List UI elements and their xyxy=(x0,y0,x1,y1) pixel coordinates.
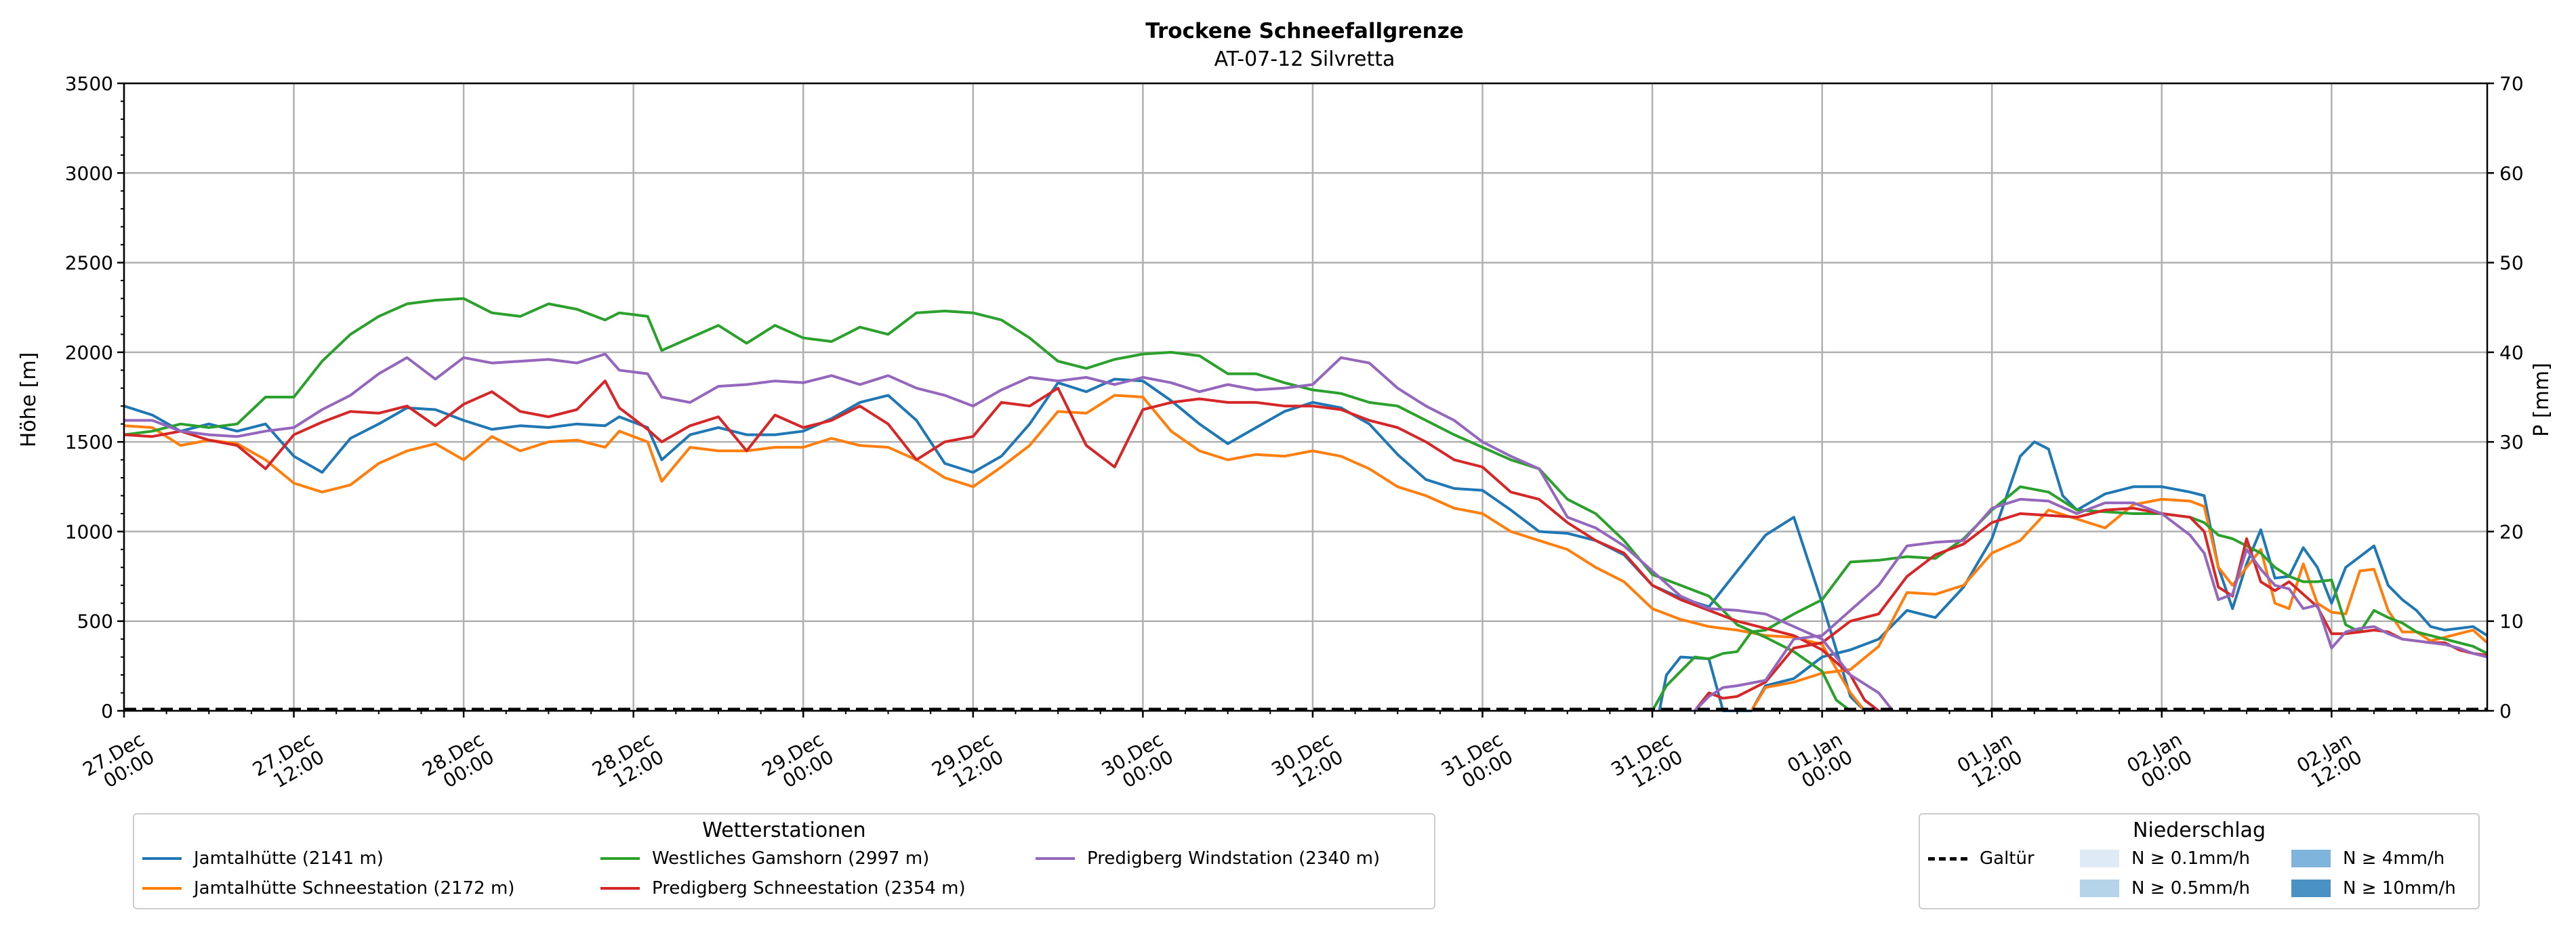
legend-label: N ≥ 10mm/h xyxy=(2343,878,2456,899)
x-tick-label: 28.Dec00:00 xyxy=(419,728,498,798)
series-line xyxy=(1750,497,2489,712)
y2-tick-label: 10 xyxy=(2499,611,2524,633)
y-tick-label: 0 xyxy=(101,700,113,722)
y2-tick-label: 40 xyxy=(2499,342,2524,364)
legend-item: Jamtalhütte (2141 m) xyxy=(142,848,384,869)
series-line xyxy=(123,297,1852,712)
x-tick-label: 27.Dec00:00 xyxy=(79,728,159,798)
x-tick-label: 30.Dec00:00 xyxy=(1098,728,1177,798)
legend-item: N ≥ 0.5mm/h xyxy=(2080,878,2250,899)
y-tick-label: 2500 xyxy=(65,252,113,274)
legend-precip: Niederschlag Galtür N ≥ 0.1mm/h N ≥ 0.5m… xyxy=(1919,813,2480,909)
series-line xyxy=(124,352,1894,712)
legend-label: N ≥ 0.5mm/h xyxy=(2131,878,2251,899)
legend-swatch xyxy=(142,887,182,890)
legend-swatch xyxy=(600,857,640,860)
series-line xyxy=(1694,497,2488,712)
y2-tick-label: 50 xyxy=(2499,252,2524,274)
y2-tick-label: 60 xyxy=(2499,162,2524,184)
legend-swatch xyxy=(2080,880,2119,897)
chart-title: Trockene Schneefallgrenze xyxy=(1145,19,1464,43)
y-tick-label: 2000 xyxy=(65,342,113,364)
legend-item: N ≥ 4mm/h xyxy=(2291,848,2445,869)
legend-swatch xyxy=(2291,850,2331,867)
series-line xyxy=(1651,485,2488,711)
legend-swatch xyxy=(600,887,640,890)
y2-tick-label: 0 xyxy=(2499,700,2512,722)
y-tick-label: 500 xyxy=(77,611,113,633)
y2-tick-label: 70 xyxy=(2499,73,2524,95)
y-tick-label: 3000 xyxy=(65,162,113,184)
series-line xyxy=(1694,507,2488,712)
legend-stations: Wetterstationen Jamtalhütte (2141 m) Jam… xyxy=(133,813,1435,909)
legend-label: Jamtalhütte (2141 m) xyxy=(194,848,384,869)
legend-item: N ≥ 0.1mm/h xyxy=(2080,848,2250,869)
y2-tick-label: 20 xyxy=(2499,520,2524,543)
x-tick-label: 31.Dec00:00 xyxy=(1437,728,1517,798)
x-tick-label: 28.Dec12:00 xyxy=(588,728,668,798)
legend-stations-title: Wetterstationen xyxy=(702,819,866,842)
x-tick-label: 27.Dec12:00 xyxy=(249,728,328,798)
legend-item: N ≥ 10mm/h xyxy=(2291,878,2456,899)
legend-item: Jamtalhütte Schneestation (2172 m) xyxy=(142,878,514,899)
series-line xyxy=(123,377,1866,712)
x-tick-label: 31.Dec12:00 xyxy=(1608,728,1687,798)
x-tick-label: 02.Jan00:00 xyxy=(2123,728,2196,794)
legend-label: N ≥ 4mm/h xyxy=(2343,848,2445,869)
legend-swatch xyxy=(2291,880,2331,897)
y2-axis-label: P [mm] xyxy=(2530,363,2554,436)
x-tick-label: 02.Jan12:00 xyxy=(2293,728,2365,794)
series-layer xyxy=(123,297,2489,712)
x-tick-label: 29.Dec00:00 xyxy=(758,728,838,798)
legend-precip-title: Niederschlag xyxy=(2133,819,2266,842)
legend-swatch xyxy=(142,857,182,860)
legend-label: Westliches Gamshorn (2997 m) xyxy=(652,848,930,869)
series-line xyxy=(123,379,1880,712)
legend-label: Jamtalhütte Schneestation (2172 m) xyxy=(194,878,515,899)
x-tick-label: 29.Dec12:00 xyxy=(928,728,1007,798)
legend-label: Predigberg Schneestation (2354 m) xyxy=(652,878,966,899)
x-tick-label: 01.Jan00:00 xyxy=(1784,728,1856,794)
legend-label: Predigberg Windstation (2340 m) xyxy=(1087,848,1381,869)
legend-item: Predigberg Windstation (2340 m) xyxy=(1036,848,1380,869)
x-tick-label: 30.Dec12:00 xyxy=(1267,728,1347,798)
legend-item: Predigberg Schneestation (2354 m) xyxy=(600,878,966,899)
legend-swatch xyxy=(1928,856,1967,861)
y-tick-label: 3500 xyxy=(65,73,113,95)
series-line xyxy=(123,394,1866,712)
grid xyxy=(123,82,2487,712)
chart-subtitle: AT-07-12 Silvretta xyxy=(1214,47,1395,71)
legend-swatch xyxy=(1036,857,1075,860)
legend-label: Galtür xyxy=(1980,848,2035,869)
axes: 0 500 1000 1500 2000 2500 3000 3500 0 10 20 30 40 50 6… xyxy=(65,73,2524,798)
legend-item: Westliches Gamshorn (2997 m) xyxy=(600,848,929,869)
series-line xyxy=(1658,440,2489,712)
x-tick-label: 01.Jan12:00 xyxy=(1953,728,2026,794)
y-tick-label: 1000 xyxy=(65,520,113,543)
legend-item: Galtür xyxy=(1928,848,2035,869)
legend-swatch xyxy=(2080,850,2119,867)
y-tick-label: 1500 xyxy=(65,431,113,453)
y-axis-label: Höhe [m] xyxy=(17,352,41,448)
legend-label: N ≥ 0.1mm/h xyxy=(2131,848,2251,869)
y2-tick-label: 30 xyxy=(2499,431,2524,453)
plot-frame xyxy=(123,82,2489,712)
